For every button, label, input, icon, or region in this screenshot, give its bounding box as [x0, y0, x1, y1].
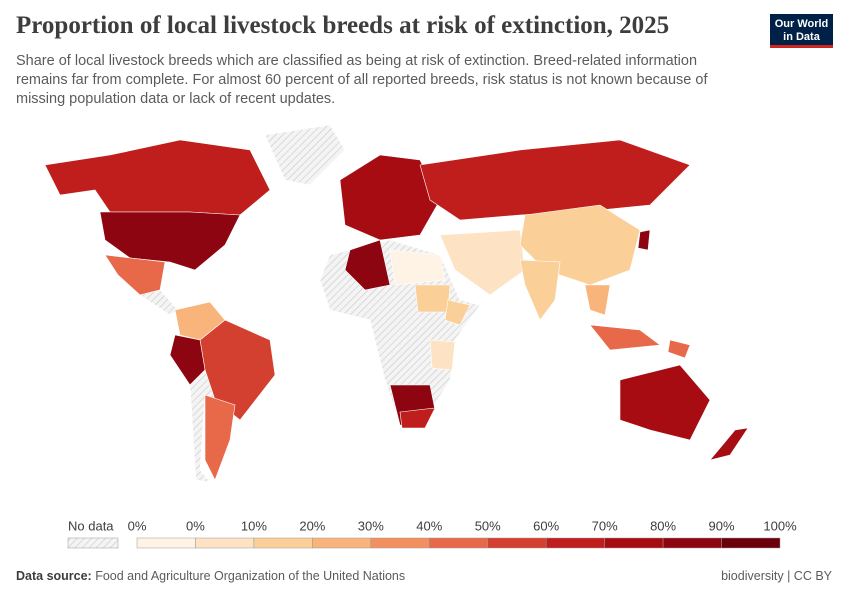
legend-swatch: [370, 537, 430, 549]
legend-swatch: [545, 537, 605, 549]
legend-tick-label: 0%: [128, 518, 147, 533]
country-shape[interactable]: [389, 249, 446, 286]
legend-swatch: [662, 537, 722, 549]
source: Food and Agriculture Organization of the…: [95, 569, 406, 583]
legend-tick-label: 50%: [475, 518, 501, 533]
country-shape[interactable]: [44, 139, 271, 216]
country-shape[interactable]: [619, 364, 711, 441]
logo[interactable]: Our World in Data: [770, 14, 833, 48]
legend-swatch: [429, 537, 488, 549]
country-shape[interactable]: [339, 154, 441, 241]
legend-tick-label: 0%: [186, 518, 205, 533]
country-shape[interactable]: [204, 394, 236, 481]
legend-tick-label: 30%: [358, 518, 384, 533]
country-shape[interactable]: [709, 427, 749, 461]
country-shape[interactable]: [519, 259, 561, 321]
country-shape[interactable]: [584, 284, 611, 316]
legend-swatch: [721, 537, 781, 549]
country-shape[interactable]: [589, 324, 661, 351]
country-shape[interactable]: [667, 339, 691, 359]
footer-source: Data source: Food and Agriculture Organi…: [16, 569, 405, 583]
country-shape[interactable]: [414, 284, 451, 313]
country-shape[interactable]: [344, 239, 391, 291]
legend-tick-label: 80%: [650, 518, 676, 533]
countries: [44, 124, 749, 483]
legend-swatch: [136, 537, 196, 549]
legend-tick-label: 60%: [533, 518, 559, 533]
country-shape[interactable]: [189, 369, 216, 483]
footer-license: biodiversity | CC BY: [721, 569, 832, 583]
legend-swatch: [312, 537, 372, 549]
country-shape[interactable]: [444, 299, 471, 326]
subtitle: Share of local livestock breeds which ar…: [16, 53, 708, 107]
legend-no-data-label: No data: [68, 518, 114, 533]
legend: No data 0% 0% 10% 20% 30% 40% 50% 60% 70% 80% 90% 1…: [67, 518, 797, 549]
country-shape[interactable]: [399, 407, 436, 429]
legend-tick-label: 10%: [241, 518, 267, 533]
source-label: Data source:: [16, 569, 92, 583]
legend-swatch: [253, 537, 313, 549]
legend-swatch: [487, 537, 547, 549]
country-shape[interactable]: [104, 254, 166, 296]
country-shape[interactable]: [429, 339, 456, 371]
country-shape[interactable]: [637, 229, 651, 251]
legend-swatch: [604, 537, 664, 549]
legend-tick-label: 100%: [763, 518, 797, 533]
country-shape[interactable]: [139, 289, 179, 316]
country-shape[interactable]: [99, 211, 241, 271]
country-shape[interactable]: [439, 229, 526, 296]
country-shape[interactable]: [264, 124, 346, 186]
legend-tick-label: 90%: [709, 518, 735, 533]
title: Proportion of local livestock breeds at …: [16, 12, 670, 39]
legend-tick-label: 70%: [592, 518, 618, 533]
legend-swatch: [195, 537, 255, 549]
legend-tick-label: 20%: [299, 518, 325, 533]
country-shape[interactable]: [419, 139, 691, 221]
legend-tick-label: 40%: [416, 518, 442, 533]
legend-no-data-swatch: [67, 537, 119, 549]
